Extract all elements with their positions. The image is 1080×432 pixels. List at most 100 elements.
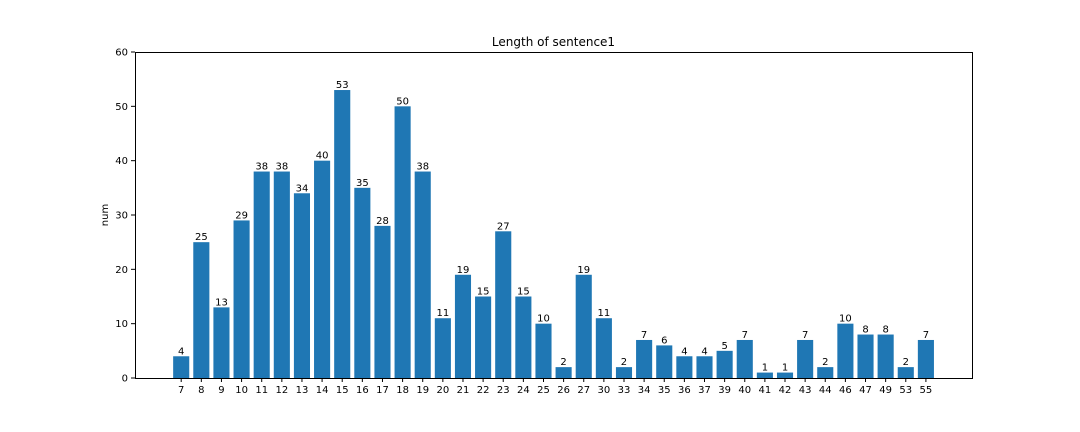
x-tick-label-42: 42: [779, 385, 792, 396]
value-label-19: 38: [416, 162, 429, 173]
x-tick-label-15: 15: [336, 385, 349, 396]
x-tick-label-44: 44: [819, 385, 832, 396]
bar-16: [354, 187, 371, 378]
x-tick-label-53: 53: [899, 385, 912, 396]
value-label-44: 2: [822, 357, 828, 368]
x-tick-label-16: 16: [356, 385, 369, 396]
value-label-30: 11: [598, 308, 611, 319]
x-tick-label-49: 49: [879, 385, 892, 396]
bar-10: [233, 220, 250, 378]
x-tick-label-43: 43: [799, 385, 812, 396]
bar-39: [716, 350, 733, 378]
y-axis-ticks: 0 10 20 30 40 50 60: [115, 48, 135, 385]
bar-20: [434, 318, 451, 378]
bar-42: [776, 372, 794, 378]
bar-44: [817, 367, 834, 378]
value-label-47: 8: [862, 325, 868, 336]
x-tick-label-14: 14: [316, 385, 329, 396]
y-axis-label: num: [100, 204, 111, 226]
bar-18: [394, 106, 411, 378]
bar-24: [515, 296, 532, 378]
value-label-33: 2: [621, 357, 627, 368]
x-tick-label-46: 46: [839, 385, 852, 396]
x-tick-label-24: 24: [517, 385, 530, 396]
bar-30: [595, 318, 612, 378]
value-label-23: 27: [497, 221, 510, 232]
bar-11: [253, 171, 270, 378]
value-label-26: 2: [560, 357, 566, 368]
y-tick-label-30: 30: [115, 211, 128, 222]
value-label-10: 29: [235, 210, 248, 221]
bar-13: [293, 193, 311, 378]
value-label-36: 4: [681, 346, 687, 357]
value-label-35: 6: [661, 335, 667, 346]
value-label-15: 53: [336, 80, 349, 91]
value-label-41: 1: [762, 363, 768, 374]
x-tick-label-19: 19: [416, 385, 429, 396]
value-label-46: 10: [839, 314, 852, 325]
x-tick-label-23: 23: [497, 385, 510, 396]
bar-25: [535, 323, 552, 378]
value-label-27: 19: [577, 265, 590, 276]
bar-17: [374, 225, 391, 378]
x-tick-label-40: 40: [738, 385, 751, 396]
value-label-25: 10: [537, 314, 550, 325]
value-label-7: 4: [178, 346, 184, 357]
plot-frame: [135, 52, 973, 379]
value-label-9: 13: [215, 297, 228, 308]
x-tick-label-9: 9: [218, 385, 224, 396]
value-label-18: 50: [396, 96, 409, 107]
x-tick-label-13: 13: [296, 385, 309, 396]
x-tick-label-7: 7: [178, 385, 184, 396]
x-tick-label-12: 12: [275, 385, 288, 396]
value-label-8: 25: [195, 232, 208, 243]
y-tick-label-50: 50: [115, 102, 128, 113]
x-tick-label-22: 22: [477, 385, 490, 396]
bar-15: [334, 90, 351, 378]
x-tick-label-21: 21: [457, 385, 470, 396]
x-tick-label-30: 30: [598, 385, 611, 396]
bar-49: [877, 334, 894, 378]
value-label-37: 4: [701, 346, 707, 357]
y-tick-label-10: 10: [115, 319, 128, 330]
y-tick-label-60: 60: [115, 48, 128, 59]
x-tick-label-36: 36: [678, 385, 691, 396]
value-label-20: 11: [436, 308, 449, 319]
value-label-22: 15: [477, 287, 490, 298]
value-label-13: 34: [296, 183, 309, 194]
x-tick-label-55: 55: [920, 385, 933, 396]
bar-33: [615, 367, 633, 378]
bar-12: [273, 171, 290, 378]
bar-35: [656, 345, 673, 378]
bar-47: [857, 334, 874, 378]
x-tick-label-11: 11: [255, 385, 268, 396]
bar-7: [173, 356, 190, 378]
x-tick-label-25: 25: [537, 385, 550, 396]
value-label-12: 38: [275, 162, 288, 173]
bar-14: [314, 160, 331, 378]
x-tick-label-17: 17: [376, 385, 389, 396]
bar-46: [837, 323, 854, 378]
bars-group: [173, 90, 934, 378]
bar-8: [193, 242, 210, 378]
bar-34: [636, 339, 653, 378]
bar-36: [676, 356, 693, 378]
x-tick-label-39: 39: [718, 385, 731, 396]
x-tick-label-34: 34: [638, 385, 651, 396]
bar-55: [917, 339, 934, 378]
value-label-24: 15: [517, 287, 530, 298]
x-tick-label-10: 10: [235, 385, 248, 396]
y-tick-label-20: 20: [115, 265, 128, 276]
value-label-49: 8: [882, 325, 888, 336]
value-label-16: 35: [356, 178, 369, 189]
x-tick-label-27: 27: [577, 385, 590, 396]
bar-23: [495, 231, 512, 378]
bar-21: [454, 274, 472, 378]
y-tick-label-40: 40: [115, 156, 128, 167]
x-tick-label-8: 8: [198, 385, 204, 396]
value-label-39: 5: [721, 341, 727, 352]
value-label-53: 2: [903, 357, 909, 368]
y-tick-label-0: 0: [122, 374, 128, 385]
x-tick-label-26: 26: [557, 385, 570, 396]
